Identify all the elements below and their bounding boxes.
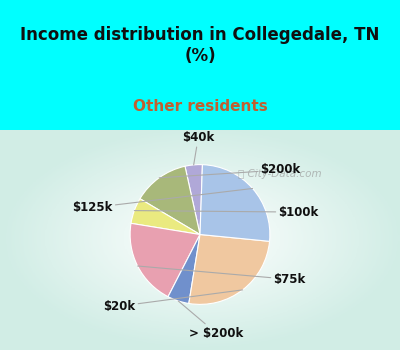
- Text: $200k: $200k: [159, 163, 301, 178]
- Text: Income distribution in Collegedale, TN
(%): Income distribution in Collegedale, TN (…: [20, 26, 380, 65]
- Text: $125k: $125k: [72, 188, 252, 214]
- Wedge shape: [185, 164, 202, 235]
- Text: $75k: $75k: [138, 266, 306, 286]
- Wedge shape: [189, 234, 270, 304]
- Text: $40k: $40k: [182, 131, 214, 165]
- Text: > $200k: > $200k: [178, 301, 243, 340]
- Text: ⓘ City-Data.com: ⓘ City-Data.com: [238, 169, 321, 178]
- Wedge shape: [200, 164, 270, 241]
- Wedge shape: [140, 166, 200, 235]
- Text: $100k: $100k: [134, 205, 319, 219]
- Wedge shape: [131, 199, 200, 234]
- Text: Other residents: Other residents: [133, 99, 267, 114]
- Wedge shape: [130, 223, 200, 297]
- Text: $20k: $20k: [103, 290, 243, 313]
- Wedge shape: [168, 234, 200, 303]
